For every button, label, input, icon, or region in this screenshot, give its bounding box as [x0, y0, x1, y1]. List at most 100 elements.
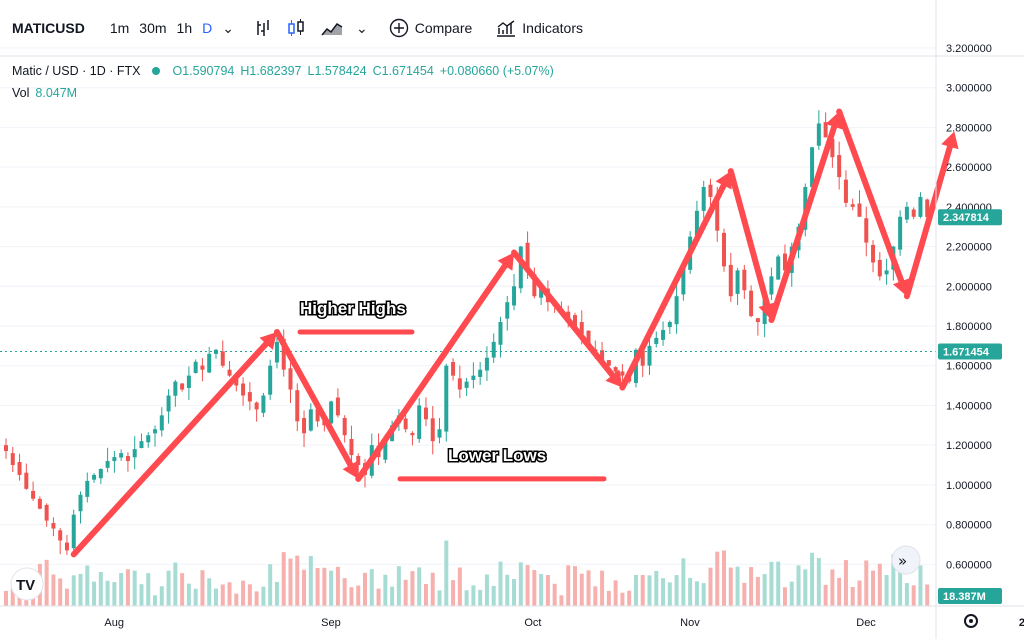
price-tag-label: 18.387M	[943, 591, 986, 603]
timeframe-d[interactable]: D	[202, 20, 213, 36]
candles	[4, 110, 930, 555]
volume-bar	[4, 590, 8, 606]
timeframe-30m[interactable]: 30m	[139, 20, 167, 36]
y-tick-label: 1.000000	[946, 480, 992, 492]
candle-body	[769, 276, 774, 295]
trend-arrow-head	[941, 131, 959, 150]
volume-bar	[674, 575, 679, 606]
volume-bar	[606, 590, 611, 606]
candle-body	[71, 514, 76, 549]
timeframe-1m[interactable]: 1m	[109, 20, 130, 36]
trend-arrow-shaft	[768, 123, 838, 324]
volume-bar	[132, 570, 137, 606]
settings-gear-icon[interactable]	[964, 614, 978, 628]
trend-arrow-head	[259, 331, 277, 350]
area-style-button[interactable]	[313, 19, 351, 37]
candle-body	[146, 435, 151, 443]
volume-bar	[376, 588, 381, 606]
scroll-right-button[interactable]: »	[891, 545, 921, 575]
candle-body	[254, 402, 259, 410]
timeframe-1h[interactable]: 1h	[176, 20, 193, 36]
candle-body	[810, 147, 815, 188]
volume-bar	[498, 561, 503, 606]
candle-body	[505, 302, 510, 319]
candle-body	[681, 266, 686, 295]
price-tag-bg	[938, 588, 1002, 604]
candle-body	[830, 138, 835, 158]
volume-bar	[884, 575, 889, 606]
candle-body	[464, 381, 469, 388]
candle-body	[850, 204, 855, 207]
volume-bar	[98, 572, 103, 606]
candle-body	[444, 365, 449, 432]
chart-legend: Matic / USD · 1D · FTX O1.590794 H1.6823…	[12, 60, 554, 104]
candle-body	[112, 457, 117, 462]
volume-bar	[586, 570, 591, 606]
trend-arrow-shaft	[511, 249, 616, 379]
candle-body	[823, 122, 828, 138]
candle-body	[918, 196, 923, 217]
candle-body	[782, 253, 787, 271]
candle-body	[315, 408, 320, 422]
volume-bar	[877, 563, 882, 606]
volume-bar	[180, 573, 185, 606]
trend-arrow-shaft	[70, 340, 270, 558]
candle-body	[749, 290, 754, 317]
volume-bar	[478, 589, 483, 606]
candle-body	[708, 184, 713, 197]
candle-body	[241, 383, 246, 396]
volume-bar	[166, 570, 171, 606]
candle-body	[261, 395, 266, 413]
candle-body	[64, 542, 69, 551]
volume-bar	[254, 591, 259, 606]
symbol-search[interactable]: MATICUSD	[12, 20, 85, 36]
chevron-down-icon[interactable]: ⌄	[222, 19, 234, 36]
y-tick-label: 0.600000	[946, 559, 992, 571]
volume-bar	[390, 586, 395, 606]
candle-body	[10, 453, 15, 465]
top-toolbar: MATICUSD 1m 30m 1h D ⌄ ⌄ Compare Indicat…	[0, 0, 590, 56]
indicators-button[interactable]: Indicators	[488, 19, 591, 37]
candle-body	[105, 461, 110, 468]
volume-bar	[566, 565, 571, 606]
bar-style-button[interactable]	[247, 19, 279, 37]
x-tick-label: Aug	[104, 617, 124, 629]
legend-low: L1.578424	[307, 64, 367, 78]
legend-title[interactable]: Matic / USD · 1D · FTX	[12, 64, 141, 78]
volume-bar	[315, 568, 320, 606]
y-tick-label: 2.600000	[946, 162, 992, 174]
volume-bar	[58, 578, 63, 606]
candle-body	[173, 381, 178, 396]
candle-body	[579, 322, 584, 334]
y-tick-label: 1.800000	[946, 321, 992, 333]
volume-bar	[213, 588, 218, 606]
volume-bar	[464, 590, 469, 606]
volume-bar	[525, 565, 530, 606]
candle-body	[701, 187, 706, 211]
chevron-down-icon[interactable]: ⌄	[355, 19, 368, 36]
y-tick-label: 1.400000	[946, 400, 992, 412]
volume-bar	[308, 555, 313, 606]
x-tick-label: Dec	[856, 617, 876, 629]
candle-body	[532, 273, 537, 297]
time-axis[interactable]: Aug Sep Oct Nov Dec 2022	[0, 605, 1024, 629]
candle-body	[904, 206, 909, 220]
price-axis[interactable]: 3.2000003.0000002.8000002.6000002.400000…	[935, 0, 992, 639]
candle-body	[186, 375, 191, 388]
volume-bar	[904, 583, 909, 606]
candle-body	[200, 365, 205, 370]
trend-arrow-shaft	[355, 262, 508, 482]
volume-bar	[871, 570, 876, 606]
volume-bar	[71, 575, 76, 606]
candle-style-button[interactable]	[279, 19, 313, 37]
candle-body	[274, 341, 279, 363]
x-tick-label: Nov	[680, 617, 700, 629]
trend-arrow-head	[605, 369, 623, 388]
volume-bar	[288, 558, 293, 606]
candle-body	[132, 449, 137, 458]
volume-bar	[281, 552, 286, 606]
candle-body	[742, 269, 747, 291]
compare-button[interactable]: Compare	[381, 18, 481, 38]
tradingview-logo[interactable]: TV	[10, 567, 44, 601]
